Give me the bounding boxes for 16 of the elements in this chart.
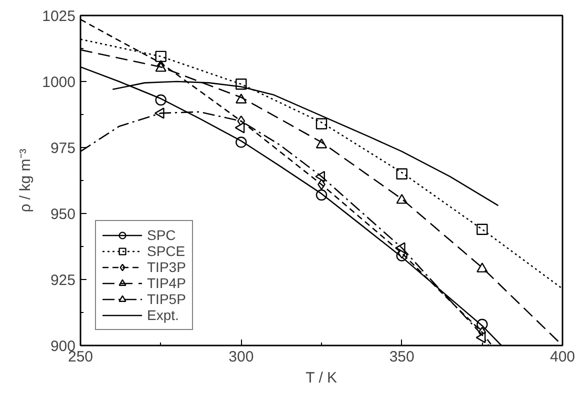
y-tick-label: 950 xyxy=(50,206,76,223)
x-tick-label: 300 xyxy=(228,348,254,366)
legend-label: SPCE xyxy=(147,243,186,259)
y-tick-label: 1000 xyxy=(42,74,76,91)
legend-label: Expt. xyxy=(147,307,179,323)
legend-label: TIP4P xyxy=(147,275,186,291)
y-tick-label: 925 xyxy=(50,272,76,289)
x-axis-title: T / K xyxy=(306,370,338,386)
y-tick-label: 1025 xyxy=(42,8,76,25)
legend-label: TIP3P xyxy=(147,259,186,275)
y-axis-title: ρ / kg m⁻³ xyxy=(17,148,34,212)
x-tick-label: 350 xyxy=(389,348,414,366)
x-tick-label: 400 xyxy=(550,348,576,366)
legend-label: SPC xyxy=(147,227,176,243)
legend-label: TIP5P xyxy=(147,291,186,307)
y-tick-label: 975 xyxy=(50,140,76,157)
